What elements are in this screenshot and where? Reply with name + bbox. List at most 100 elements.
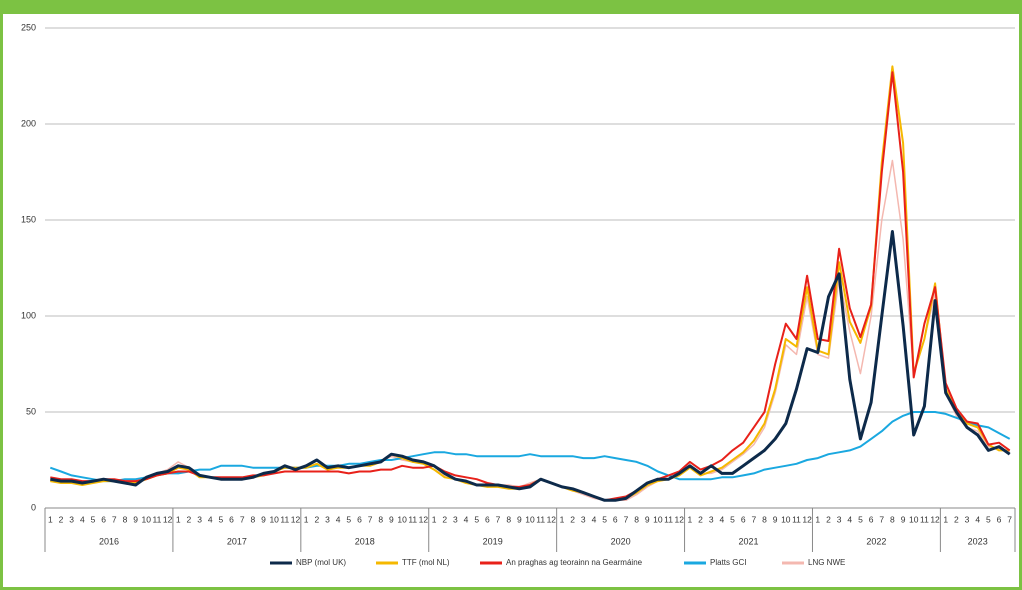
x-tick-label: 9 (901, 514, 906, 524)
legend-label: NBP (mol UK) (296, 558, 346, 567)
x-tick-label: 11 (153, 514, 162, 524)
x-tick-label: 11 (536, 514, 545, 524)
x-tick-label: 4 (592, 514, 597, 524)
x-tick-label: 9 (645, 514, 650, 524)
x-tick-label: 5 (91, 514, 96, 524)
x-tick-label: 3 (69, 514, 74, 524)
x-tick-label: 2 (570, 514, 575, 524)
x-tick-label: 6 (357, 514, 362, 524)
x-tick-label: 6 (485, 514, 490, 524)
year-label: 2017 (227, 536, 247, 546)
x-tick-label: 4 (464, 514, 469, 524)
y-tick-label: 150 (21, 214, 36, 224)
x-tick-label: 2 (698, 514, 703, 524)
x-tick-label: 11 (280, 514, 289, 524)
x-tick-label: 7 (751, 514, 756, 524)
legend-label: Platts GCI (710, 558, 746, 567)
year-label: 2020 (611, 536, 631, 546)
series-line (50, 159, 1010, 502)
x-tick-label: 6 (613, 514, 618, 524)
x-tick-label: 5 (858, 514, 863, 524)
x-tick-label: 10 (781, 514, 791, 524)
x-tick-label: 10 (525, 514, 535, 524)
x-tick-label: 9 (517, 514, 522, 524)
x-tick-label: 4 (720, 514, 725, 524)
x-tick-label: 7 (112, 514, 117, 524)
legend-label: LNG NWE (808, 558, 845, 567)
x-tick-label: 2 (954, 514, 959, 524)
x-tick-label: 6 (741, 514, 746, 524)
legend-label: TTF (mol NL) (402, 558, 450, 567)
x-tick-label: 1 (48, 514, 53, 524)
y-tick-label: 100 (21, 310, 36, 320)
series-line (50, 230, 1011, 502)
x-tick-label: 5 (730, 514, 735, 524)
year-label: 2021 (739, 536, 759, 546)
y-tick-label: 250 (21, 22, 36, 32)
x-tick-label: 10 (269, 514, 279, 524)
x-tick-label: 3 (965, 514, 970, 524)
x-tick-label: 12 (802, 514, 812, 524)
y-tick-label: 200 (21, 118, 36, 128)
series-line (49, 411, 1011, 483)
x-tick-label: 9 (261, 514, 266, 524)
x-tick-label: 12 (930, 514, 940, 524)
x-tick-label: 1 (688, 514, 693, 524)
x-tick-label: 3 (197, 514, 202, 524)
x-tick-label: 1 (176, 514, 181, 524)
x-tick-label: 1 (943, 514, 948, 524)
x-tick-label: 9 (389, 514, 394, 524)
x-tick-label: 7 (496, 514, 501, 524)
x-tick-label: 7 (624, 514, 629, 524)
x-tick-label: 8 (123, 514, 128, 524)
x-tick-label: 8 (890, 514, 895, 524)
x-tick-label: 4 (80, 514, 85, 524)
x-tick-label: 3 (453, 514, 458, 524)
x-tick-label: 7 (368, 514, 373, 524)
x-tick-label: 9 (133, 514, 138, 524)
x-tick-label: 1 (560, 514, 565, 524)
x-tick-label: 3 (709, 514, 714, 524)
x-tick-label: 3 (581, 514, 586, 524)
x-tick-label: 9 (773, 514, 778, 524)
x-tick-label: 1 (815, 514, 820, 524)
x-tick-label: 8 (250, 514, 255, 524)
x-tick-label: 10 (909, 514, 919, 524)
x-tick-label: 7 (879, 514, 884, 524)
x-tick-label: 12 (674, 514, 684, 524)
x-tick-label: 10 (653, 514, 663, 524)
x-tick-label: 12 (547, 514, 557, 524)
year-label: 2018 (355, 536, 375, 546)
x-tick-label: 11 (792, 514, 801, 524)
x-tick-label: 8 (762, 514, 767, 524)
x-tick-label: 4 (975, 514, 980, 524)
series-line (50, 65, 1010, 502)
x-tick-label: 7 (240, 514, 245, 524)
x-tick-label: 6 (101, 514, 106, 524)
x-tick-label: 2 (442, 514, 447, 524)
x-tick-label: 5 (474, 514, 479, 524)
x-tick-label: 5 (219, 514, 224, 524)
x-tick-label: 6 (869, 514, 874, 524)
x-tick-label: 10 (142, 514, 152, 524)
x-tick-label: 2 (187, 514, 192, 524)
x-tick-label: 3 (837, 514, 842, 524)
x-tick-label: 4 (847, 514, 852, 524)
x-tick-label: 12 (163, 514, 173, 524)
x-tick-label: 7 (1007, 514, 1012, 524)
x-tick-label: 4 (336, 514, 341, 524)
x-tick-label: 6 (229, 514, 234, 524)
y-tick-label: 50 (26, 406, 36, 416)
x-tick-label: 11 (920, 514, 929, 524)
x-tick-label: 11 (408, 514, 417, 524)
x-tick-label: 2 (314, 514, 319, 524)
x-tick-label: 8 (378, 514, 383, 524)
year-label: 2016 (99, 536, 119, 546)
year-label: 2022 (866, 536, 886, 546)
series-line (50, 71, 1011, 502)
x-tick-label: 4 (208, 514, 213, 524)
x-tick-label: 8 (506, 514, 511, 524)
x-tick-label: 10 (397, 514, 407, 524)
x-tick-label: 3 (325, 514, 330, 524)
